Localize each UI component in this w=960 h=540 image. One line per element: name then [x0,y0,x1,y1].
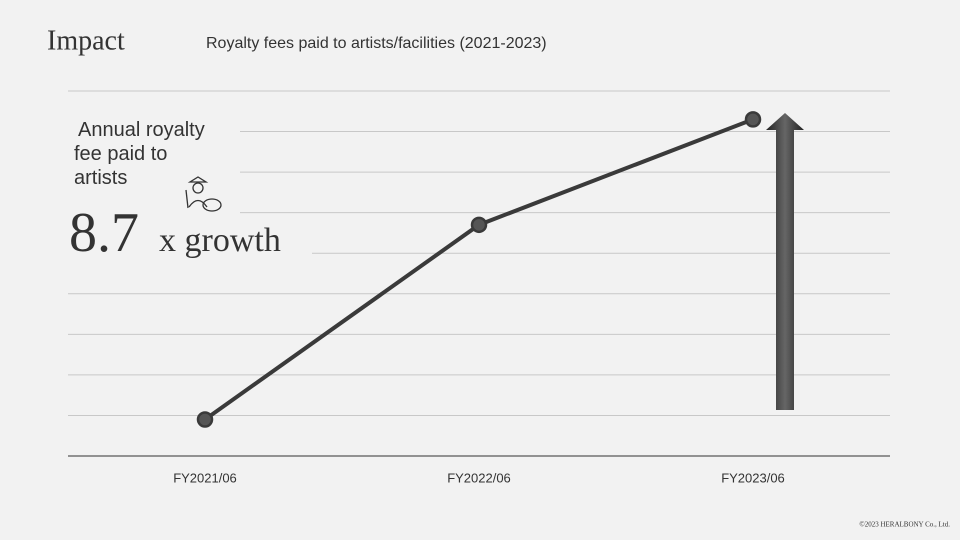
x-tick-label: FY2021/06 [173,470,237,485]
callout-label: Annual royalty fee paid to artists [74,119,205,189]
slide-title: Impact [47,25,125,56]
artist-icon [185,176,222,212]
callout-value: 8.7 [69,202,139,264]
chart-title: Royalty fees paid to artists/facilities … [206,35,547,52]
footer: ©2023 HERALBONY Co., Ltd. [859,521,950,529]
point [744,111,762,128]
point [196,411,214,428]
callout-suffix: x growth [159,222,281,259]
x-tick-label: FY2023/06 [721,470,785,485]
callout-backdrop [150,225,312,265]
growth-arrow [766,113,804,410]
point [470,216,488,234]
x-tick-label: FY2022/06 [447,470,511,485]
